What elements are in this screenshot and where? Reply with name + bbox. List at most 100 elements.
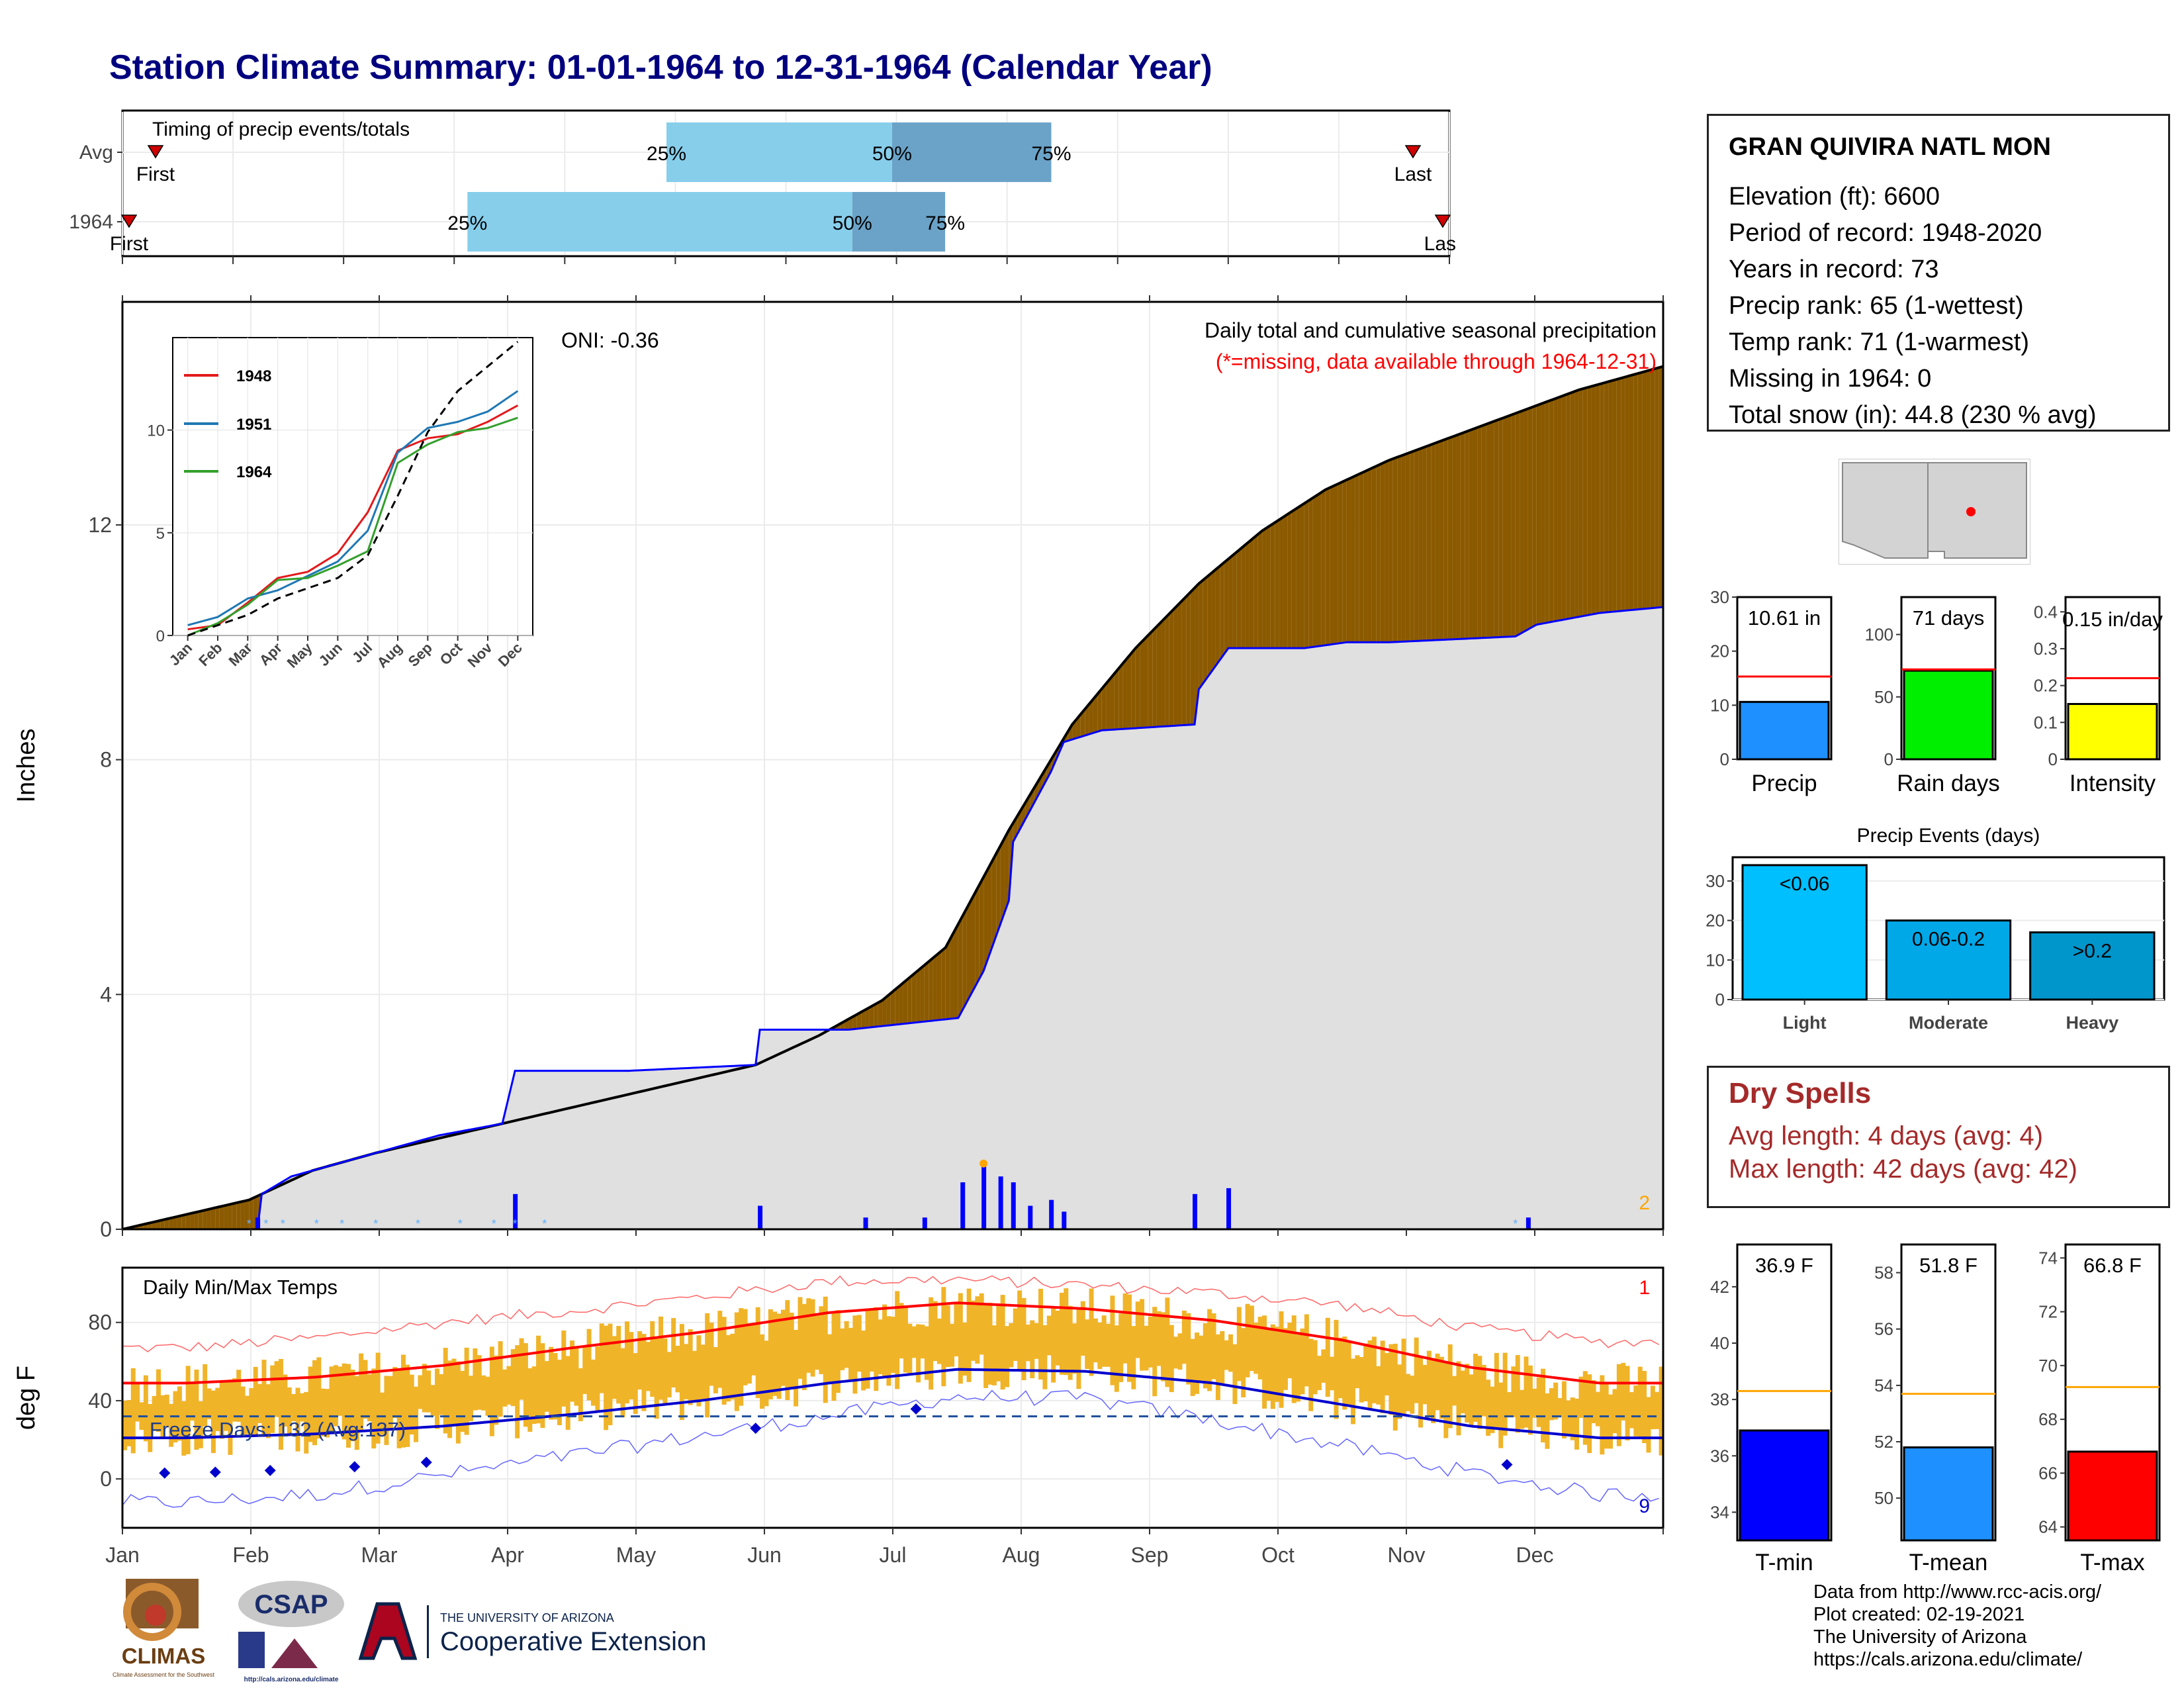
daily-temp-bar bbox=[1144, 1325, 1149, 1371]
below-average-area bbox=[958, 916, 963, 1018]
below-average-area bbox=[929, 958, 933, 1021]
daily-temp-bar bbox=[1199, 1335, 1204, 1381]
daily-temp-bar bbox=[439, 1374, 444, 1415]
small-bar-t-min bbox=[1739, 1429, 1830, 1542]
daily-precip-bar bbox=[758, 1205, 763, 1229]
below-average-area bbox=[1085, 704, 1089, 736]
below-average-area bbox=[962, 908, 967, 1010]
below-average-area bbox=[945, 939, 950, 1019]
below-average-area bbox=[1625, 375, 1629, 611]
daily-temp-bar bbox=[506, 1366, 512, 1405]
station-info-line: Years in record: 73 bbox=[1729, 256, 1939, 283]
below-average-area bbox=[1304, 500, 1309, 649]
daily-temp-bar bbox=[502, 1369, 508, 1407]
daily-temp-bar bbox=[1245, 1303, 1250, 1378]
below-average-area bbox=[1359, 472, 1364, 643]
daily-temp-bar bbox=[346, 1364, 351, 1448]
small-bar-ytick-label: 40 bbox=[1710, 1333, 1729, 1353]
temperature-summary-bars: 34 36 38 40 42 36.9 F T-min 50 52 54 56 58 51.8 F T-m… bbox=[1710, 1243, 2161, 1575]
daily-temp-bar bbox=[1439, 1356, 1444, 1419]
daily-temp-bar bbox=[210, 1390, 216, 1454]
small-bar-ytick-label: 0.4 bbox=[2034, 602, 2058, 622]
daily-temp-bar bbox=[1405, 1374, 1410, 1411]
daily-temp-bar bbox=[122, 1400, 127, 1450]
small-bar-value: 10.61 in bbox=[1748, 606, 1821, 630]
below-average-area bbox=[920, 964, 925, 1022]
daily-temp-bar bbox=[375, 1352, 381, 1444]
daily-temp-bar bbox=[1148, 1316, 1153, 1368]
below-average-area bbox=[1207, 573, 1212, 678]
below-average-area bbox=[1300, 503, 1304, 649]
below-average-area bbox=[1080, 709, 1085, 737]
daily-temp-bar bbox=[148, 1403, 153, 1452]
daily-temp-bar bbox=[954, 1303, 959, 1356]
daily-temp-bar bbox=[604, 1325, 609, 1430]
daily-temp-bar bbox=[827, 1334, 833, 1385]
daily-temp-bar bbox=[878, 1319, 883, 1374]
below-average-area bbox=[177, 1215, 182, 1229]
daily-temp-bar bbox=[970, 1300, 976, 1361]
events-ytick-label: 20 bbox=[1706, 911, 1725, 931]
daily-temp-bar bbox=[1321, 1349, 1326, 1383]
daily-temp-bar bbox=[1055, 1310, 1060, 1366]
daily-temp-bar bbox=[143, 1375, 148, 1442]
daily-temp-bar bbox=[1275, 1327, 1280, 1402]
events-category-label: Light bbox=[1783, 1013, 1827, 1033]
cum-subtitle: (*=missing, data available through 1964-… bbox=[1216, 350, 1657, 373]
daily-temp-bar bbox=[721, 1317, 727, 1405]
below-average-area bbox=[1515, 412, 1520, 637]
below-average-area bbox=[1541, 402, 1545, 624]
station-info-line: Missing in 1964: 0 bbox=[1729, 365, 1932, 393]
below-average-area bbox=[1612, 379, 1617, 612]
daily-temp-bar bbox=[929, 1297, 934, 1390]
daily-temp-bar bbox=[304, 1391, 309, 1454]
below-average-area bbox=[1629, 374, 1634, 610]
events-bar-moderate bbox=[1885, 919, 2012, 1001]
timing-q75-label: 75% bbox=[925, 212, 965, 234]
daily-temp-bar bbox=[785, 1300, 790, 1401]
below-average-area bbox=[1118, 663, 1123, 729]
below-average-area bbox=[1650, 369, 1655, 608]
below-average-area bbox=[987, 861, 992, 960]
below-average-area bbox=[1270, 522, 1275, 649]
daily-precip-bar bbox=[255, 1217, 261, 1229]
timing-row-label: 1964 bbox=[69, 211, 113, 233]
daily-temp-bar bbox=[384, 1376, 389, 1445]
temp-ytick-label: 0 bbox=[100, 1467, 112, 1491]
below-average-area bbox=[1410, 451, 1414, 641]
daily-temp-bar bbox=[1085, 1319, 1090, 1369]
daily-precip-bar bbox=[1062, 1211, 1067, 1229]
daily-temp-bar bbox=[1473, 1354, 1478, 1422]
below-average-area bbox=[1642, 371, 1647, 610]
below-average-area bbox=[1397, 455, 1402, 642]
below-average-area bbox=[1296, 506, 1300, 649]
daily-precip-bar bbox=[1049, 1199, 1054, 1229]
below-average-area bbox=[1414, 449, 1419, 641]
below-average-area bbox=[1126, 653, 1132, 729]
daily-temp-bar bbox=[1616, 1364, 1621, 1446]
daily-temp-bar bbox=[1013, 1308, 1018, 1361]
last-event-marker bbox=[1404, 145, 1422, 159]
small-bar-ytick-label: 0 bbox=[1884, 749, 1893, 769]
daily-temp-bar bbox=[1279, 1311, 1284, 1408]
daily-temp-bar bbox=[764, 1340, 769, 1407]
below-average-area bbox=[1211, 569, 1216, 672]
below-average-area bbox=[215, 1207, 220, 1229]
daily-temp-bar bbox=[705, 1313, 710, 1418]
small-bar-label: Precip bbox=[1751, 771, 1817, 796]
daily-temp-bar bbox=[1064, 1288, 1069, 1376]
below-average-area bbox=[1392, 457, 1398, 642]
below-average-area bbox=[865, 1007, 870, 1028]
small-bar-ytick-label: 72 bbox=[2038, 1302, 2058, 1322]
daily-temp-bar bbox=[831, 1313, 837, 1401]
daily-temp-bar bbox=[126, 1399, 132, 1446]
below-average-area bbox=[1122, 658, 1127, 729]
daily-temp-bar bbox=[1042, 1325, 1048, 1389]
below-average-area bbox=[210, 1207, 216, 1229]
events-bar-label: <0.06 bbox=[1780, 873, 1830, 895]
daily-temp-bar bbox=[1397, 1364, 1402, 1419]
daily-temp-bar bbox=[1165, 1297, 1170, 1387]
daily-temp-bar bbox=[692, 1350, 698, 1401]
inset-ytick-label: 0 bbox=[156, 628, 165, 645]
timing-q50-label: 50% bbox=[872, 143, 912, 165]
